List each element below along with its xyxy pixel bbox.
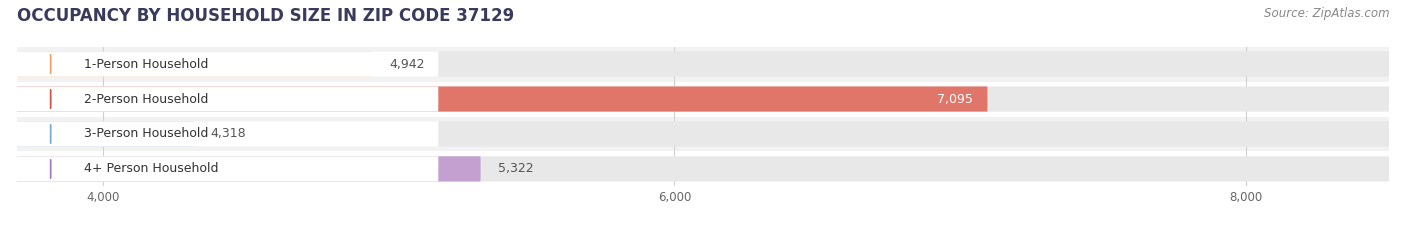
Text: 4+ Person Household: 4+ Person Household bbox=[84, 162, 219, 175]
Text: Source: ZipAtlas.com: Source: ZipAtlas.com bbox=[1264, 7, 1389, 20]
FancyBboxPatch shape bbox=[17, 86, 439, 112]
Bar bbox=[17, 82, 1389, 116]
Bar bbox=[17, 47, 1389, 82]
FancyBboxPatch shape bbox=[17, 121, 1389, 147]
Text: 7,095: 7,095 bbox=[938, 93, 973, 106]
Text: 2-Person Household: 2-Person Household bbox=[84, 93, 208, 106]
Text: OCCUPANCY BY HOUSEHOLD SIZE IN ZIP CODE 37129: OCCUPANCY BY HOUSEHOLD SIZE IN ZIP CODE … bbox=[17, 7, 515, 25]
Text: 4,942: 4,942 bbox=[389, 58, 425, 71]
FancyBboxPatch shape bbox=[17, 156, 439, 182]
FancyBboxPatch shape bbox=[17, 121, 439, 147]
FancyBboxPatch shape bbox=[17, 86, 1389, 112]
FancyBboxPatch shape bbox=[17, 51, 1389, 77]
Text: 4,318: 4,318 bbox=[211, 127, 246, 140]
FancyBboxPatch shape bbox=[17, 121, 194, 147]
FancyBboxPatch shape bbox=[17, 156, 481, 182]
Bar bbox=[17, 151, 1389, 186]
FancyBboxPatch shape bbox=[17, 86, 987, 112]
Bar bbox=[17, 116, 1389, 151]
Text: 5,322: 5,322 bbox=[498, 162, 533, 175]
FancyBboxPatch shape bbox=[17, 51, 373, 77]
Text: 3-Person Household: 3-Person Household bbox=[84, 127, 208, 140]
Text: 1-Person Household: 1-Person Household bbox=[84, 58, 208, 71]
FancyBboxPatch shape bbox=[17, 156, 1389, 182]
FancyBboxPatch shape bbox=[17, 51, 439, 77]
